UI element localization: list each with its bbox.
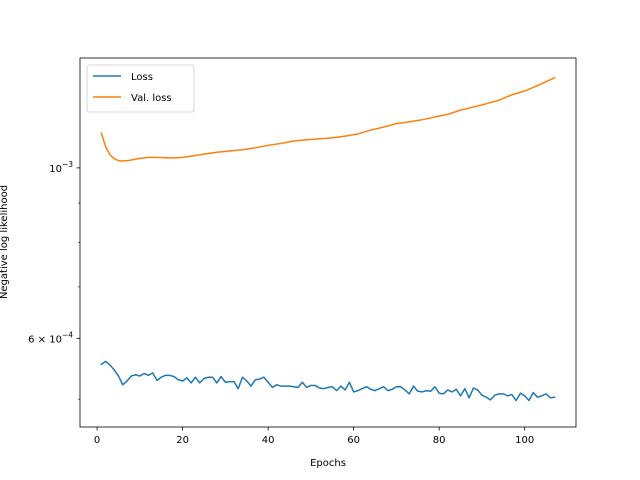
y-axis-label: Negative log likelihood — [0, 185, 10, 299]
x-tick-label: 80 — [433, 435, 446, 446]
y-tick-label: 6 × 10−4 — [28, 330, 73, 345]
x-axis-label: Epochs — [310, 458, 346, 469]
x-tick-label: 60 — [347, 435, 360, 446]
series-line-val-loss — [100, 76, 556, 162]
series-line-loss — [100, 360, 556, 402]
x-tick-label: 0 — [94, 435, 100, 446]
x-tick-label: 40 — [262, 435, 275, 446]
x-tick-label: 100 — [515, 435, 534, 446]
series-layer — [100, 76, 556, 402]
legend: Loss Val. loss — [86, 64, 195, 113]
legend-label-loss: Loss — [131, 72, 153, 83]
x-axis: 0 20 40 60 80 100 — [94, 427, 534, 446]
x-tick-label: 20 — [176, 435, 189, 446]
legend-label-val-loss: Val. loss — [131, 93, 172, 104]
y-axis: 10−3 6 × 10−4 — [28, 160, 80, 400]
plot-area — [80, 58, 576, 427]
y-tick-label: 10−3 — [49, 160, 73, 175]
